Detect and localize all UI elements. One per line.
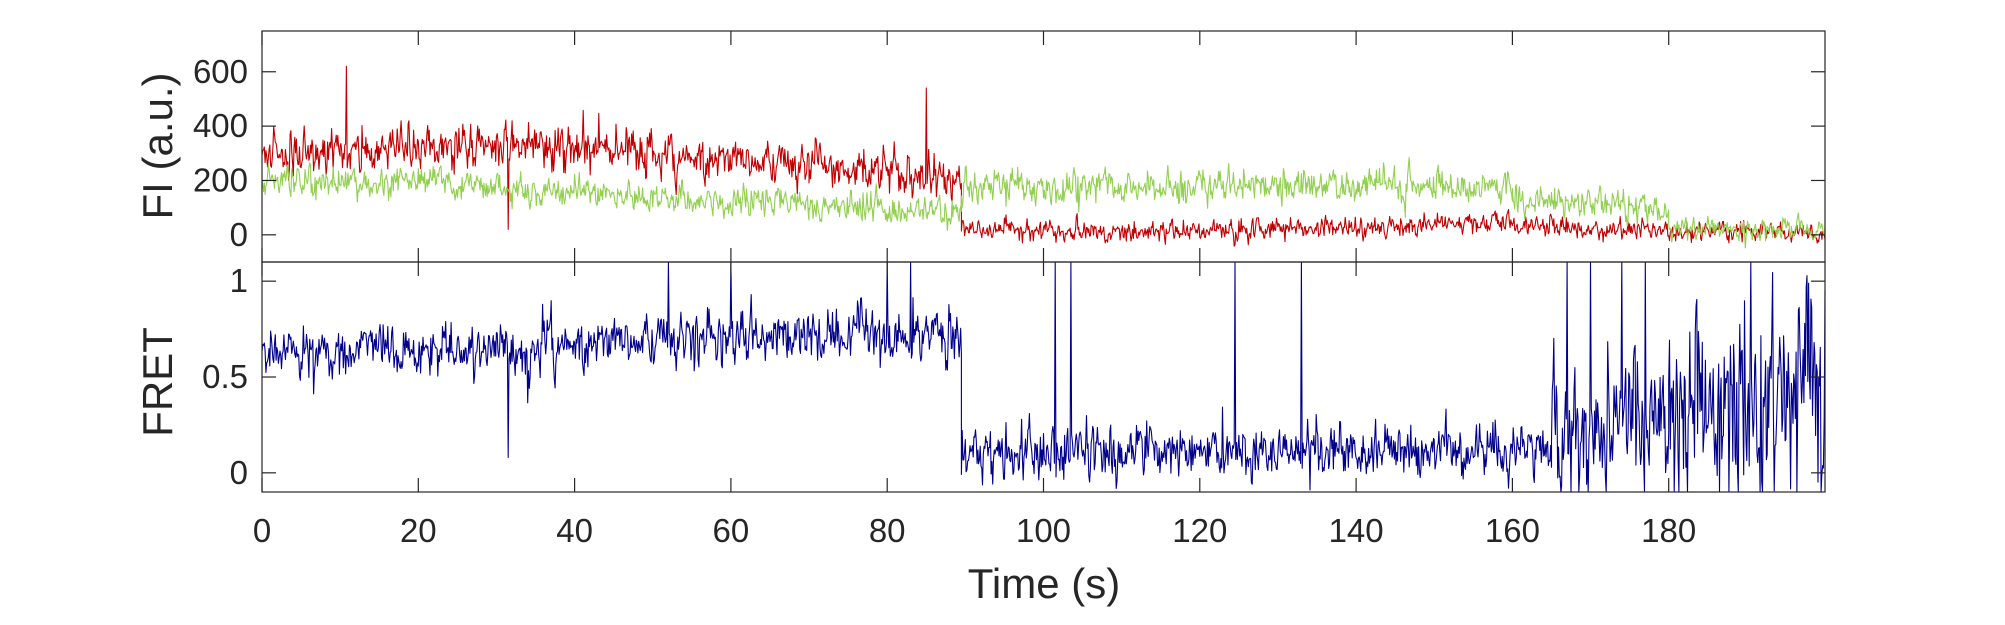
time-x-tick-label: 20 <box>400 512 437 549</box>
time-x-tick-label: 160 <box>1485 512 1540 549</box>
fluorescence-panel: 0 200 400 600 FI (a.u.) <box>134 30 1826 263</box>
fluorescence-y-tick-label: 0 <box>230 216 248 253</box>
fret-panel: 00.51 0 20 40 60 80 100 120 140 160 180 FRET Time… <box>134 31 1826 607</box>
fret-y-tick-label: 1 <box>230 262 248 299</box>
time-x-tick-label: 60 <box>713 512 750 549</box>
fluorescence-y-tick-label: 200 <box>193 161 248 198</box>
time-x-tick-label: 0 <box>253 512 271 549</box>
time-x-axis-label: Time (s) <box>968 560 1120 607</box>
fluorescence-y-tick-label: 400 <box>193 107 248 144</box>
time-x-ticks: 0 20 40 60 80 100 120 140 160 180 <box>253 31 1696 549</box>
time-x-tick-label: 140 <box>1329 512 1384 549</box>
fluorescence-series-1-line <box>261 157 1826 249</box>
fluorescence-series-0-line <box>261 65 1826 247</box>
fret-y-axis-label: FRET <box>134 327 181 437</box>
fluorescence-y-tick-label: 600 <box>193 53 248 90</box>
fret-y-tick-label: 0 <box>230 454 248 491</box>
fluorescence-y-ticks: 0 200 400 600 <box>193 53 1825 253</box>
time-x-tick-label: 40 <box>556 512 593 549</box>
fret-series <box>261 261 1826 493</box>
fret-series-0-line <box>261 261 1826 493</box>
fluorescence-series <box>261 65 1826 249</box>
time-x-tick-label: 120 <box>1172 512 1227 549</box>
fret-y-tick-label: 0.5 <box>202 358 248 395</box>
time-x-tick-label: 100 <box>1016 512 1071 549</box>
fluorescence-y-axis-label: FI (a.u.) <box>134 72 181 219</box>
time-x-tick-label: 80 <box>869 512 906 549</box>
fret-y-ticks: 00.51 <box>202 262 1825 491</box>
time-x-tick-label: 180 <box>1641 512 1696 549</box>
